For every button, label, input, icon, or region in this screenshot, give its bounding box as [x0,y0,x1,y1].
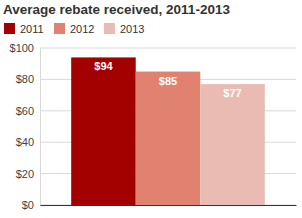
data-labels: $94 $85 $77 [94,60,241,99]
y-tick-label: $0 [22,199,34,211]
y-tick-label: $40 [16,136,34,148]
y-axis-line [40,49,41,206]
data-label: $77 [223,87,241,99]
bars [71,57,265,205]
x-axis [41,205,297,207]
y-tick-label: $80 [16,73,34,85]
data-label: $94 [94,60,113,72]
y-axis: $0 $20 $40 $60 $80 $100 [10,42,41,211]
y-tick: $80 [16,73,40,85]
legend-swatch [104,23,115,34]
bar [200,84,265,205]
legend-label: 2013 [120,23,144,35]
y-tick: $100 [10,42,40,54]
y-tick: $20 [16,168,40,180]
y-tick-label: $100 [10,42,34,54]
y-tick: $40 [16,136,40,148]
legend-swatch [54,23,65,34]
legend-swatch [4,23,15,34]
y-tick: $60 [16,105,40,117]
data-label: $85 [159,75,177,87]
bar [71,57,136,205]
y-tick-label: $20 [16,168,34,180]
legend-label: 2011 [20,23,44,35]
title: Average rebate received, 2011-2013 [3,2,230,17]
bar [136,72,201,205]
legend-label: 2012 [70,23,94,35]
chart: Average rebate received, 2011-2013201120… [0,0,302,218]
y-tick-label: $60 [16,105,34,117]
legend: 2011 2012 2013 [4,23,144,35]
y-tick: $0 [22,199,40,211]
grid [40,48,296,205]
x-axis-line [41,205,297,206]
grid-line [40,48,296,49]
